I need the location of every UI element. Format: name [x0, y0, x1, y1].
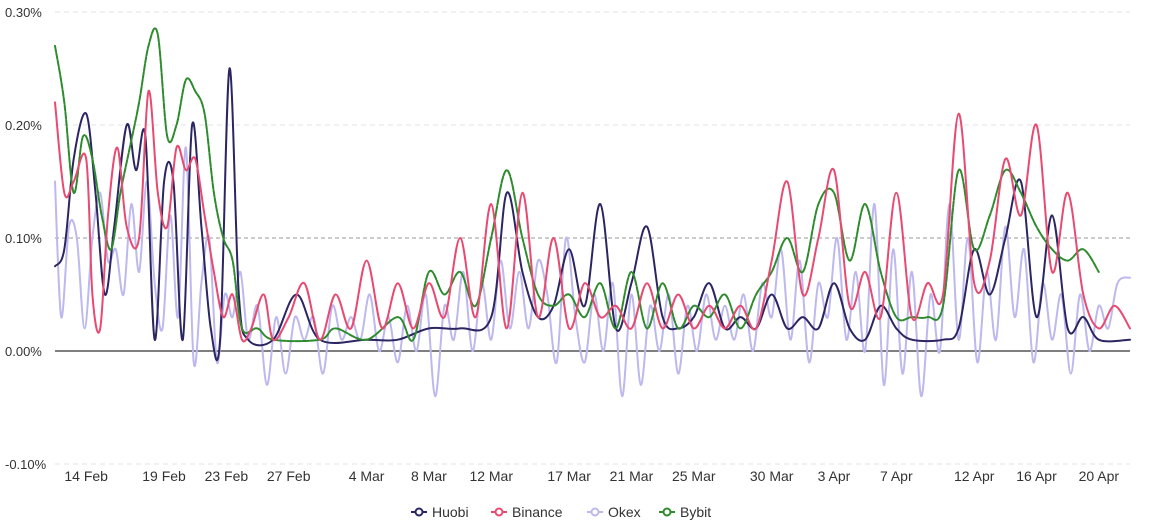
legend-label: Okex — [608, 504, 641, 520]
x-tick-label: 7 Apr — [880, 468, 913, 484]
series-lines — [54, 27, 1131, 398]
series-line-huobi — [54, 67, 1131, 361]
legend: Huobi Binance Okex Bybit — [411, 504, 711, 520]
x-tick-label: 25 Mar — [672, 468, 716, 484]
x-tick-label: 8 Mar — [411, 468, 447, 484]
legend-marker-icon — [662, 507, 672, 517]
y-tick-label: -0.10% — [5, 457, 47, 472]
y-tick-label: 0.10% — [5, 231, 42, 246]
x-tick-label: 12 Mar — [469, 468, 513, 484]
x-tick-label: 12 Apr — [954, 468, 995, 484]
legend-marker-icon — [590, 507, 600, 517]
y-axis-ticks: 0.30% 0.20% 0.10% 0.00% -0.10% — [5, 5, 47, 472]
legend-label: Huobi — [432, 504, 469, 520]
x-tick-label: 14 Feb — [64, 468, 108, 484]
y-tick-label: 0.30% — [5, 5, 42, 20]
x-tick-label: 3 Apr — [818, 468, 851, 484]
gridlines — [55, 11, 1130, 465]
y-tick-label: 0.20% — [5, 118, 42, 133]
x-tick-label: 30 Mar — [750, 468, 794, 484]
x-tick-label: 23 Feb — [205, 468, 249, 484]
legend-item-binance[interactable]: Binance — [491, 504, 563, 520]
legend-item-huobi[interactable]: Huobi — [411, 504, 469, 520]
legend-item-okex[interactable]: Okex — [587, 504, 641, 520]
x-tick-label: 16 Apr — [1016, 468, 1057, 484]
series-line-bybit — [54, 27, 1100, 343]
legend-label: Bybit — [680, 504, 711, 520]
series-line-binance — [54, 90, 1131, 343]
legend-marker-icon — [494, 507, 504, 517]
x-tick-label: 17 Mar — [547, 468, 591, 484]
x-tick-label: 20 Apr — [1079, 468, 1120, 484]
legend-item-bybit[interactable]: Bybit — [659, 504, 711, 520]
legend-label: Binance — [512, 504, 563, 520]
x-tick-label: 4 Mar — [349, 468, 385, 484]
x-axis-ticks: 14 Feb 19 Feb 23 Feb 27 Feb 4 Mar 8 Mar 12 Mar… — [64, 468, 1119, 484]
y-tick-label: 0.00% — [5, 344, 42, 359]
legend-marker-icon — [414, 507, 424, 517]
x-tick-label: 21 Mar — [610, 468, 654, 484]
x-tick-label: 27 Feb — [267, 468, 311, 484]
series-line-okex — [54, 146, 1131, 398]
x-tick-label: 19 Feb — [142, 468, 186, 484]
